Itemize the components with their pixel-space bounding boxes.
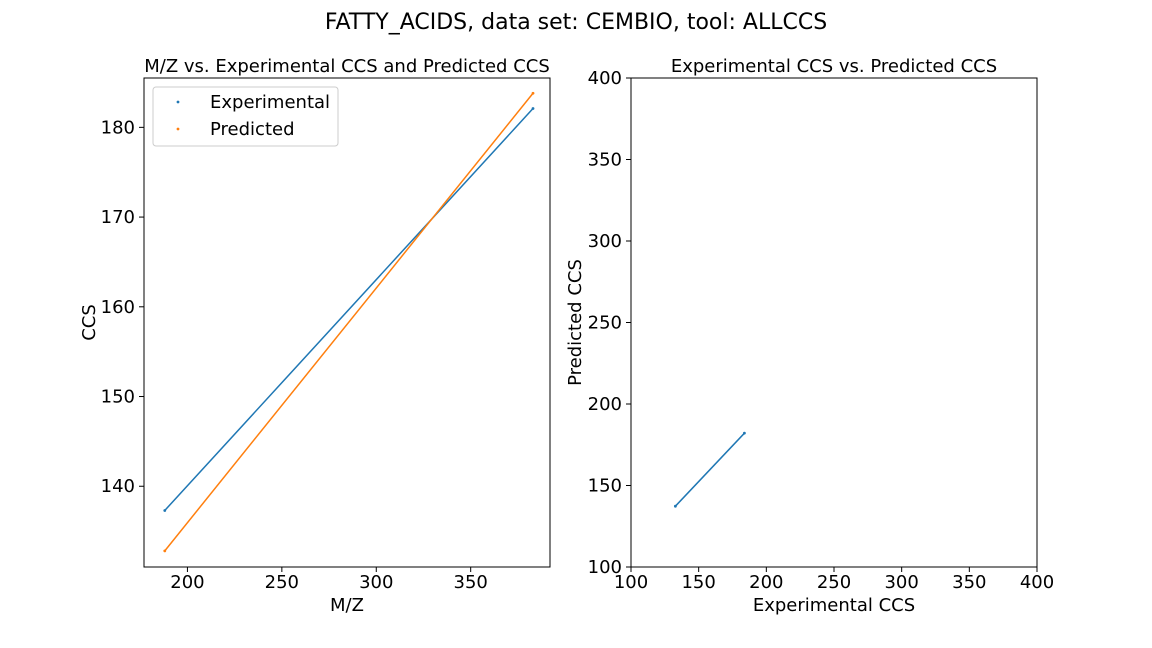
- right-x-tick-label: 350: [952, 572, 986, 593]
- left-x-tick-label: 300: [359, 572, 393, 593]
- right-x-tick-label: 250: [817, 572, 851, 593]
- left-series-line-2: [164, 92, 534, 552]
- left-y-tick-label: 150: [101, 387, 135, 408]
- right-y-tick-label: 300: [588, 231, 622, 252]
- legend-marker: [176, 127, 180, 131]
- left-axes-frame: [143, 77, 551, 568]
- left-series-2-point: [531, 91, 535, 95]
- left-x-tick-label: 350: [454, 572, 488, 593]
- left-x-tick-label: 250: [265, 572, 299, 593]
- left-x-axis-label: M/Z: [330, 595, 364, 616]
- right-axes-frame: [630, 77, 1038, 568]
- right-chart-title: Experimental CCS vs. Predicted CCS: [671, 56, 997, 77]
- right-series-line-1: [674, 432, 745, 507]
- right-y-axis-label: Predicted CCS: [565, 259, 586, 386]
- legend-label: Predicted: [210, 119, 295, 140]
- right-series-1-point: [743, 431, 746, 435]
- right-x-axis-label: Experimental CCS: [753, 595, 915, 616]
- left-y-tick-label: 160: [101, 297, 135, 318]
- legend-box: [152, 86, 339, 147]
- right-y-tick-label: 350: [588, 150, 622, 171]
- left-y-tick-label: 140: [101, 476, 135, 497]
- left-series-1-point: [163, 509, 167, 512]
- right-y-tick-label: 250: [588, 313, 622, 334]
- right-x-tick-label: 400: [1020, 572, 1054, 593]
- left-y-tick-label: 180: [101, 117, 135, 138]
- right-x-tick-label: 200: [749, 572, 783, 593]
- right-y-tick-label: 400: [588, 68, 622, 89]
- left-x-tick-label: 200: [170, 572, 204, 593]
- left-y-axis-label: CCS: [79, 304, 100, 341]
- figure-title: FATTY_ACIDS, data set: CEMBIO, tool: ALL…: [325, 10, 827, 35]
- right-x-tick-label: 150: [681, 572, 715, 593]
- right-x-tick-label: 300: [884, 572, 918, 593]
- right-y-tick-label: 150: [588, 476, 622, 497]
- left-chart-title: M/Z vs. Experimental CCS and Predicted C…: [144, 56, 550, 77]
- left-y-tick-label: 170: [101, 207, 135, 228]
- right-y-tick-label: 100: [588, 557, 622, 578]
- legend-label: Experimental: [210, 92, 330, 113]
- right-series-1-point: [673, 504, 677, 508]
- right-chart: 100 150 200 250 300 350 400 100 150 200 250 300 350 4…: [565, 56, 1054, 616]
- left-chart: 200 250 300 350 140 150 160 170 180 M/Z vs. Exper…: [79, 56, 551, 616]
- legend-marker: [176, 100, 180, 104]
- left-series-line-1: [164, 108, 534, 511]
- right-y-tick-label: 200: [588, 394, 622, 415]
- left-series-1-point: [531, 107, 535, 110]
- left-series-2-point: [163, 549, 167, 553]
- right-x-tick-label: 100: [614, 572, 648, 593]
